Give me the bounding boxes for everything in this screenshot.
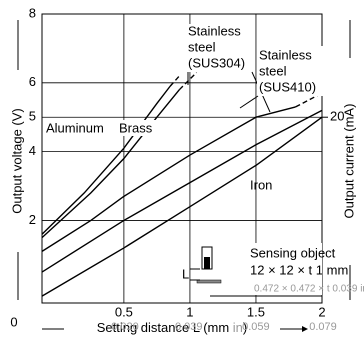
target-icon — [196, 279, 222, 284]
series-line — [41, 85, 171, 235]
origin-label: 0 — [10, 314, 17, 329]
series-line — [41, 109, 323, 273]
x2-tick-label: 0.079 — [309, 321, 337, 333]
x-label-part: Setting distance L (mm — [97, 320, 233, 335]
series-line — [41, 89, 180, 239]
x-axis-label: Setting distance L (mm in) — [97, 320, 248, 335]
x-tick-label: 1 — [186, 304, 193, 319]
annotation: steel — [188, 39, 216, 54]
x2-tick-label: 0.039 — [175, 321, 203, 333]
annotation: Brass — [119, 120, 153, 135]
x-tick-label: 0.5 — [115, 304, 133, 319]
label-bg — [248, 243, 322, 295]
series-line — [169, 75, 180, 87]
y-tick-label: 2 — [29, 212, 36, 227]
annotation: 12 × 12 × t 1 mm — [250, 262, 348, 277]
annotation: (SUS304) — [188, 55, 245, 70]
x2-tick-label: 0.059 — [242, 321, 270, 333]
label-bg — [186, 24, 252, 72]
leader — [239, 95, 259, 109]
y-tick-label: 8 — [29, 5, 36, 20]
y2-axis-label: Output current (mA) — [341, 104, 356, 219]
x-tick-label: 2 — [318, 304, 325, 319]
annotation: Stainless — [188, 23, 241, 38]
label-bg — [118, 120, 158, 136]
sensor-icon — [204, 257, 210, 269]
x2-tick-label: 0.020 — [111, 321, 139, 333]
series-line — [41, 106, 296, 252]
y-tick-label: 5 — [29, 109, 36, 124]
annotation: 0.472 × 0.472 × t 0.039 in — [254, 284, 364, 295]
annotation: (SUS410) — [259, 79, 316, 94]
annotation: Sensing object — [250, 245, 336, 260]
label-bg — [44, 120, 114, 136]
annotation: L — [182, 266, 189, 281]
annotation: Stainless — [259, 47, 312, 62]
x-label-part: ) — [243, 320, 247, 335]
x-tick-label: 1.5 — [247, 304, 265, 319]
annotation: Iron — [250, 177, 272, 192]
label-bg — [257, 46, 323, 96]
y2-tick-label: 20 — [330, 109, 344, 124]
arrow — [302, 326, 308, 332]
y-tick-label: 6 — [29, 74, 36, 89]
y-tick-label: 4 — [29, 143, 36, 158]
series-line — [41, 116, 323, 297]
annotation: steel — [259, 63, 287, 78]
y-axis-label: Output voltage (V) — [9, 108, 24, 214]
annotation: Aluminum — [46, 120, 104, 135]
x-label-part: in — [233, 320, 243, 335]
